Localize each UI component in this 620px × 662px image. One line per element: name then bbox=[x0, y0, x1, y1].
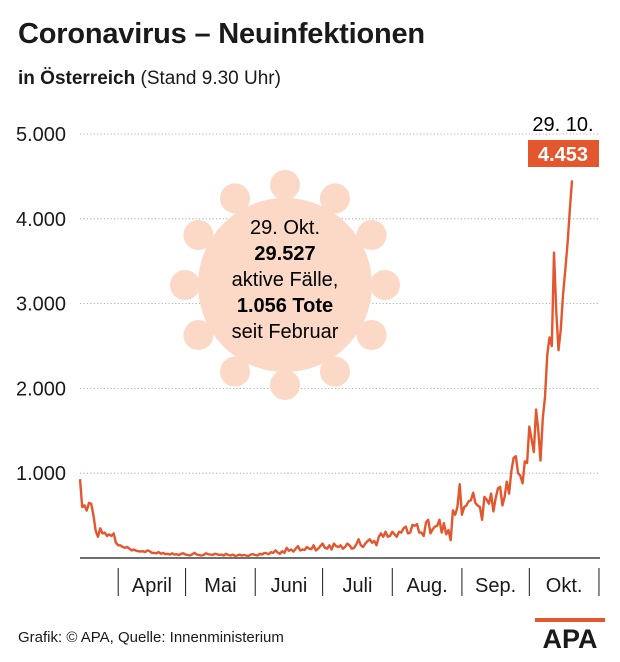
series-line-neuinfektionen bbox=[78, 180, 574, 558]
x-tick-label: Okt. bbox=[546, 575, 583, 597]
x-tick-label: April bbox=[132, 575, 172, 597]
virus-spike-tip bbox=[270, 370, 300, 400]
y-tick-label: 4.000 bbox=[16, 209, 66, 231]
virus-spike-tip bbox=[170, 270, 200, 300]
virus-spike-tip bbox=[370, 270, 400, 300]
virus-info-since: seit Februar bbox=[232, 321, 339, 343]
virus-info-date: 29. Okt. bbox=[250, 217, 320, 239]
y-tick-label: 5.000 bbox=[16, 124, 66, 146]
y-tick-label: 3.000 bbox=[16, 294, 66, 316]
x-tick-label: Mai bbox=[204, 575, 236, 597]
virus-body bbox=[198, 198, 372, 372]
virus-info-active-label: aktive Fälle, bbox=[232, 269, 339, 291]
x-tick-label: Sep. bbox=[475, 575, 516, 597]
virus-info: 29. Okt. 29.527 aktive Fälle, 1.056 Tote… bbox=[232, 217, 339, 343]
virus-spike-tip bbox=[183, 220, 214, 250]
callout-date: 29. 10. bbox=[532, 114, 593, 136]
chart-title: Coronavirus – Neuinfektionen bbox=[18, 18, 425, 50]
virus-info-deaths: 1.056 Tote bbox=[237, 295, 333, 317]
virus-spike-tip bbox=[220, 183, 250, 214]
virus-icon bbox=[170, 170, 400, 400]
subtitle-timestamp: (Stand 9.30 Uhr) bbox=[140, 68, 281, 89]
subtitle-region: in Österreich bbox=[18, 68, 136, 89]
callout-value: 4.453 bbox=[538, 144, 588, 166]
virus-spike-tip bbox=[356, 220, 387, 250]
chart-subtitle: in Österreich (Stand 9.30 Uhr) bbox=[18, 68, 281, 90]
apa-logo-bar bbox=[535, 618, 605, 622]
x-axis: April Mai Juni Juli Aug. Sep. Okt. bbox=[117, 568, 600, 597]
apa-logo-text: APA bbox=[542, 624, 597, 650]
callout-badge bbox=[528, 140, 599, 167]
source-credit: Grafik: © APA, Quelle: Innenministerium bbox=[18, 629, 284, 646]
virus-spike-tip bbox=[220, 356, 250, 387]
virus-spike-tip bbox=[183, 320, 214, 350]
virus-spike-tip bbox=[320, 356, 350, 387]
x-tick-label: Aug. bbox=[407, 575, 448, 597]
virus-info-active-count: 29.527 bbox=[254, 243, 315, 265]
virus-spike-tip bbox=[270, 170, 300, 200]
virus-spike-tip bbox=[356, 320, 387, 350]
y-tick-label: 1.000 bbox=[16, 463, 66, 485]
y-axis: 1.000 2.000 3.000 4.000 5.000 bbox=[16, 124, 600, 559]
y-tick-label: 2.000 bbox=[16, 378, 66, 400]
virus-spike-tip bbox=[320, 183, 350, 214]
apa-logo: APA bbox=[535, 618, 605, 650]
x-tick-label: Juni bbox=[271, 575, 308, 597]
x-tick-label: Juli bbox=[342, 575, 372, 597]
